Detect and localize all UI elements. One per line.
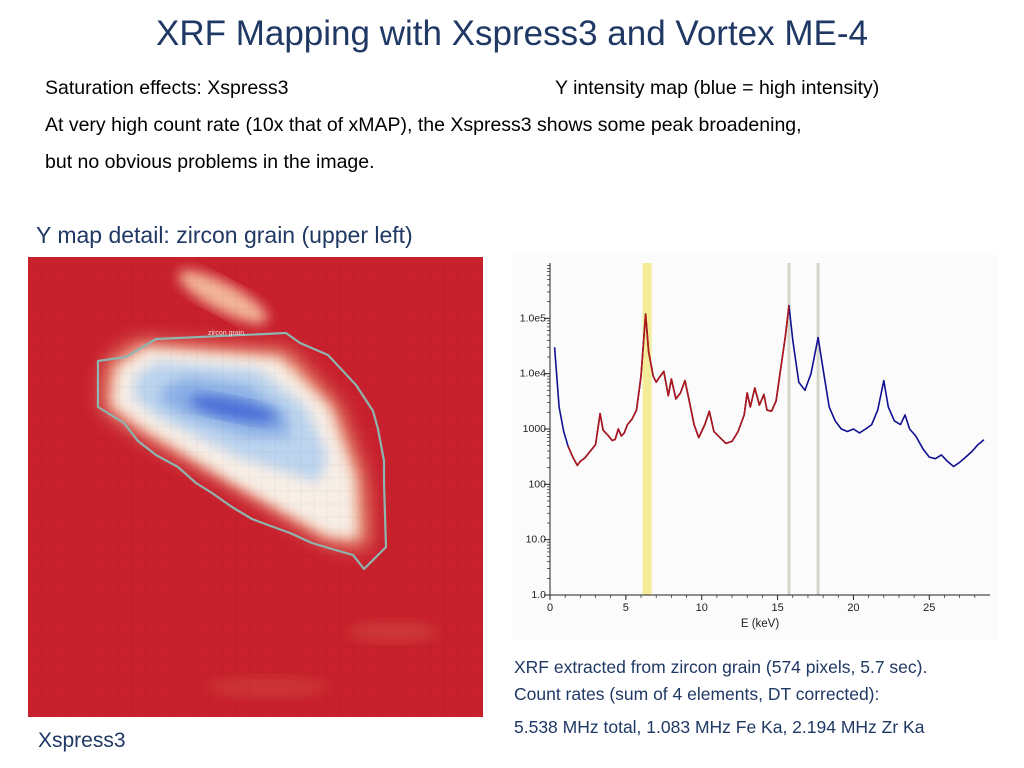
y-tick-label: 1000	[523, 423, 547, 435]
x-tick-label: 25	[923, 602, 935, 614]
saturation-effects-text: Saturation effects: Xspress3	[45, 77, 289, 99]
pixel-grid	[28, 257, 483, 717]
roi-highlight-band	[642, 263, 652, 595]
y-tick-label: 1.0e5	[520, 312, 546, 324]
x-tick-label: 20	[847, 602, 859, 614]
spectrum-caption-2: Count rates (sum of 4 elements, DT corre…	[514, 684, 880, 704]
zircon-grain-label: zircon grain	[208, 330, 244, 337]
slide-title: XRF Mapping with Xspress3 and Vortex ME-…	[156, 14, 868, 53]
y-tick-label: 1.0e4	[520, 368, 546, 380]
y-tick-label: 100	[528, 478, 546, 490]
spectrum-caption-1: XRF extracted from zircon grain (574 pix…	[514, 657, 928, 677]
xrf-spectrum-chart: 1.0 10.0 100 1000 1.0e4 1.0e5 0 5 10 15 20 25 E (keV…	[512, 255, 999, 640]
x-axis-label: E (keV)	[741, 618, 780, 630]
y-intensity-map-svg: zircon grain	[28, 257, 483, 717]
y-intensity-map-image: zircon grain	[28, 257, 483, 717]
zircon-grain-outline	[96, 331, 388, 571]
x-tick-label: 0	[547, 602, 553, 614]
x-tick-label: 10	[696, 602, 708, 614]
spectrum-caption-3: 5.538 MHz total, 1.083 MHz Fe Ka, 2.194 …	[514, 717, 925, 737]
count-rate-text: At very high count rate (10x that of xMA…	[45, 114, 802, 136]
map-caption: Xspress3	[38, 729, 126, 752]
fitted-spectrum-line	[567, 305, 790, 467]
xrf-spectrum-svg: 1.0 10.0 100 1000 1.0e4 1.0e5 0 5 10 15 20 25 E (keV…	[520, 263, 990, 630]
x-tick-label: 5	[623, 602, 629, 614]
no-problems-text: but no obvious problems in the image.	[45, 151, 375, 173]
y-tick-label: 1.0	[531, 589, 546, 601]
y-tick-label: 10.0	[526, 534, 547, 546]
measured-spectrum-line	[553, 304, 985, 468]
x-tick-label: 15	[771, 602, 783, 614]
map-heading: Y map detail: zircon grain (upper left)	[36, 222, 413, 248]
y-intensity-map-text: Y intensity map (blue = high intensity)	[555, 77, 880, 99]
